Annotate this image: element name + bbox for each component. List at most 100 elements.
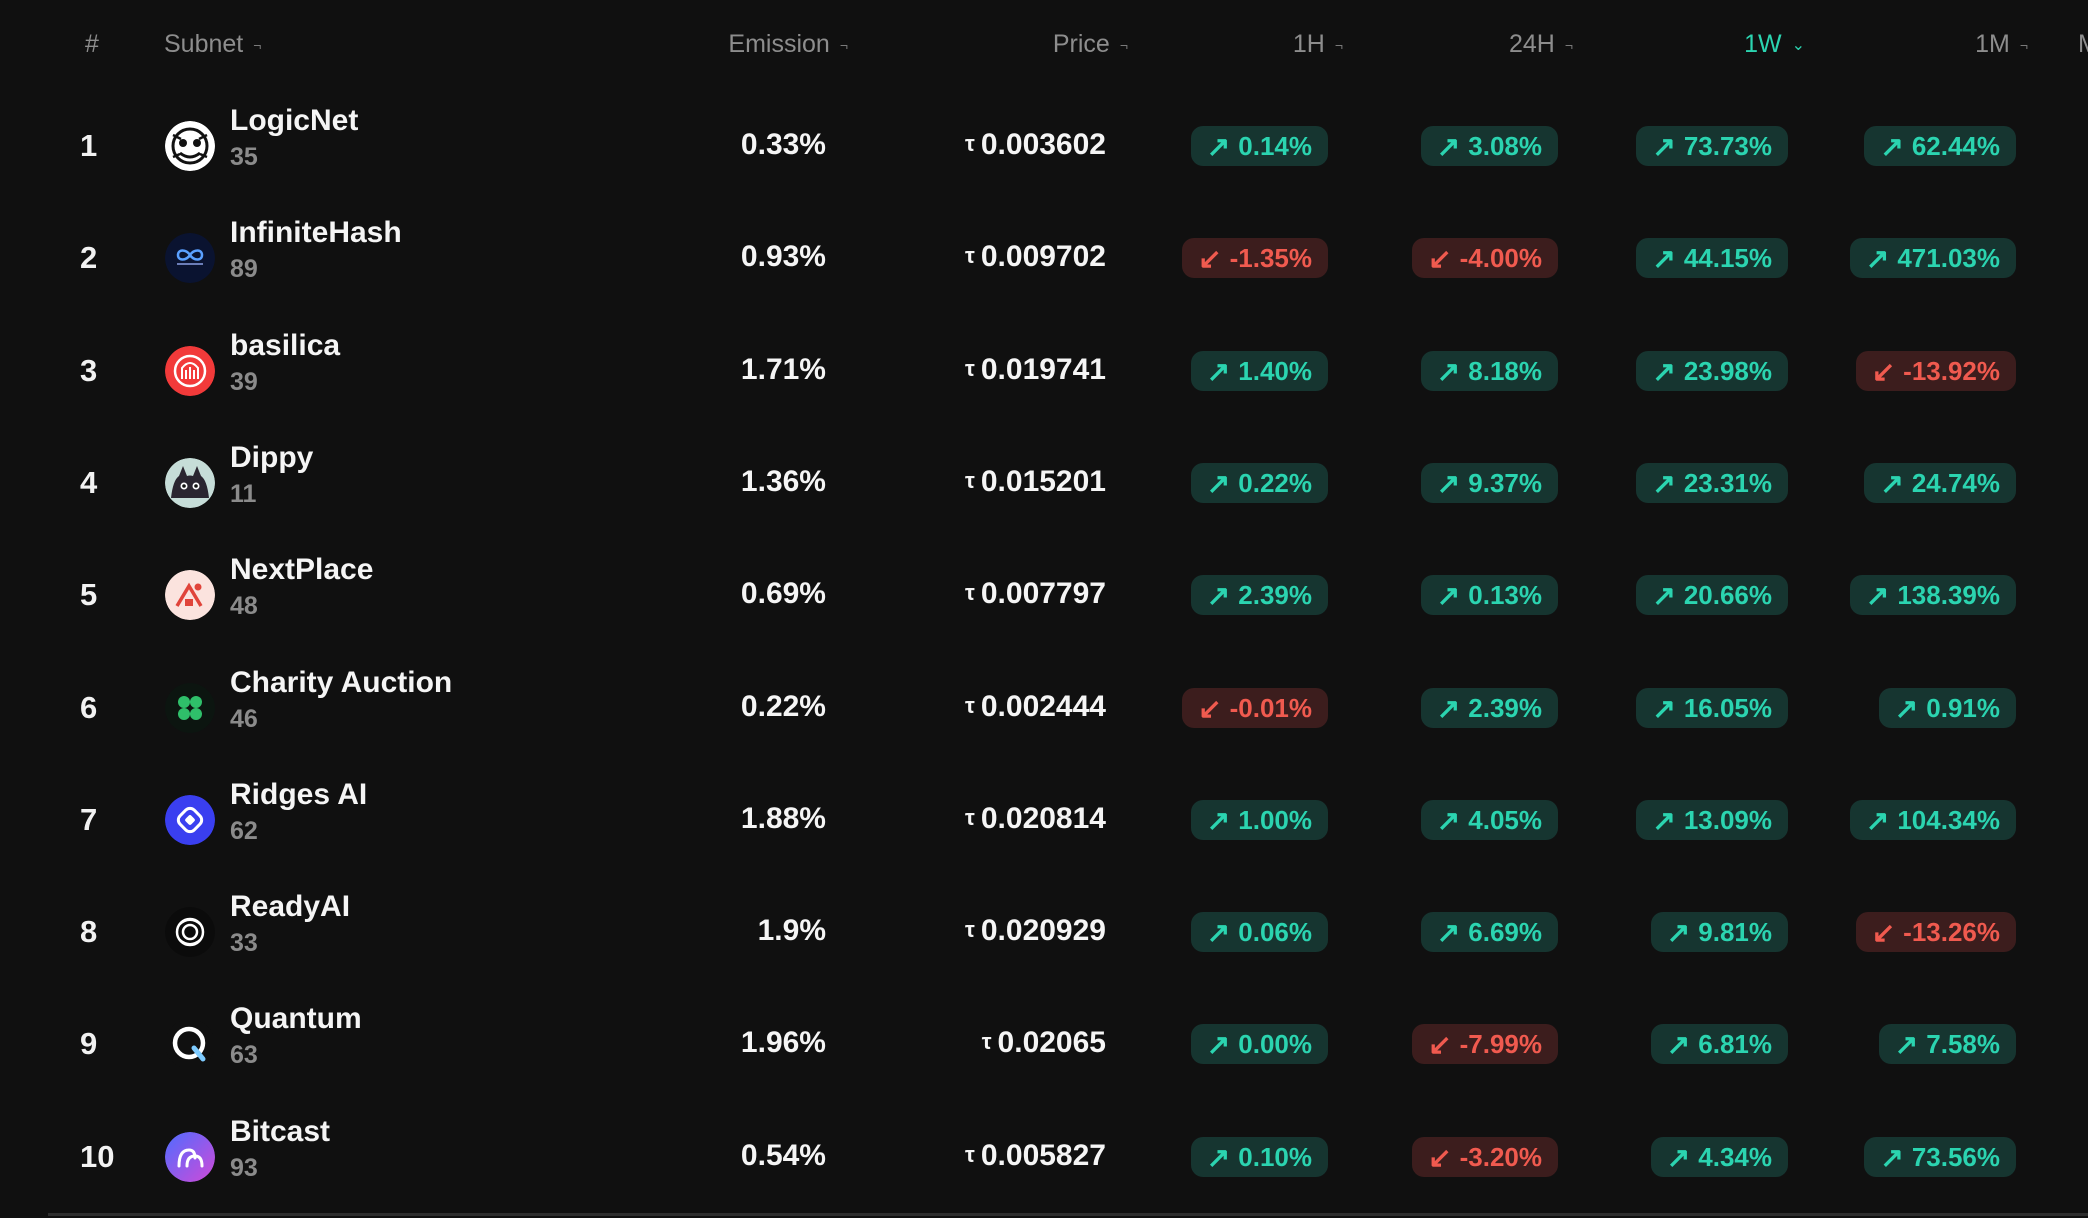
- arrow-down-left-icon: ↙: [1428, 1141, 1452, 1173]
- change-badge-h1: ↗ 2.39%: [1190, 575, 1328, 615]
- tao-symbol: τ: [965, 468, 975, 493]
- change-value: -7.99%: [1459, 1028, 1542, 1059]
- header-1m[interactable]: 1M ¬: [1975, 30, 2028, 59]
- table-row[interactable]: 3 basilica 39 1.71% τ 0.019741 ↗ 1.40% ↗ 8.1…: [0, 317, 2088, 429]
- sort-icon: ¬: [839, 36, 848, 53]
- change-badge-m1: ↗ 24.74%: [1864, 463, 2016, 503]
- arrow-up-right-icon: ↗: [1880, 467, 1904, 499]
- change-value: 4.34%: [1698, 1141, 1772, 1172]
- change-value: -4.00%: [1459, 242, 1542, 273]
- price-value: τ 0.02065: [982, 1026, 1106, 1060]
- change-value: 2.39%: [1468, 692, 1542, 723]
- header-1m-label: 1M: [1975, 30, 2010, 58]
- sort-icon: ¬: [1564, 36, 1573, 53]
- change-badge-m1: ↗ 0.91%: [1878, 688, 2016, 728]
- header-1h[interactable]: 1H ¬: [1293, 30, 1343, 59]
- row-rank: 9: [80, 1026, 98, 1061]
- price-amount: 0.020929: [980, 914, 1106, 947]
- sort-icon: ¬: [2019, 36, 2028, 53]
- table-row[interactable]: 9 Quantum 63 1.96% τ 0.02065 ↗ 0.00% ↙ -7.99…: [0, 990, 2088, 1102]
- tao-symbol: τ: [965, 805, 975, 830]
- subnet-name[interactable]: LogicNet: [230, 104, 359, 137]
- change-badge-h1: ↙ -0.01%: [1182, 688, 1328, 728]
- arrow-up-right-icon: ↗: [1865, 804, 1890, 836]
- header-price[interactable]: Price ¬: [1053, 30, 1128, 59]
- change-value: 0.13%: [1468, 579, 1542, 610]
- tao-symbol: τ: [965, 1142, 975, 1167]
- header-emission[interactable]: Emission ¬: [728, 30, 848, 59]
- subnet-logo-icon: [165, 346, 215, 396]
- change-value: 1.40%: [1238, 355, 1312, 386]
- row-rank: 3: [80, 353, 98, 388]
- change-badge-h1: ↗ 0.22%: [1190, 463, 1328, 503]
- price-amount: 0.02065: [997, 1026, 1106, 1059]
- row-rank: 8: [80, 914, 98, 949]
- subnet-name[interactable]: Ridges AI: [230, 778, 368, 811]
- arrow-down-left-icon: ↙: [1871, 916, 1896, 948]
- header-subnet[interactable]: Subnet ¬: [164, 30, 261, 59]
- arrow-up-right-icon: ↗: [1652, 130, 1676, 162]
- subnet-name[interactable]: InfiniteHash: [230, 216, 402, 249]
- change-badge-h1: ↗ 1.00%: [1190, 800, 1328, 840]
- change-value: -13.26%: [1903, 916, 2000, 947]
- table-row[interactable]: 2 InfiniteHash 89 0.93% τ 0.009702 ↙ -1.35…: [0, 204, 2088, 316]
- change-value: 24.74%: [1911, 467, 2000, 498]
- subnet-name[interactable]: ReadyAI: [230, 890, 351, 923]
- header-1w-label: 1W: [1744, 30, 1782, 58]
- price-amount: 0.020814: [980, 802, 1106, 835]
- row-rank: 2: [80, 240, 98, 275]
- table-row[interactable]: 4 Dippy 11 1.36% τ 0.015201 ↗ 0.22% ↗ 9.37% ↗…: [0, 429, 2088, 541]
- table-row[interactable]: 10 Bitcast 93 0.54% τ 0.005827 ↗ 0.10% ↙ -3.…: [0, 1103, 2088, 1215]
- sort-icon: ¬: [1119, 36, 1128, 53]
- change-value: 6.81%: [1698, 1028, 1772, 1059]
- change-badge-h24: ↗ 9.37%: [1420, 463, 1558, 503]
- subnet-name[interactable]: Quantum: [230, 1002, 362, 1035]
- table-row[interactable]: 1 LogicNet 35 0.33% τ 0.003602 ↗ 0.14% ↗ 3.0…: [0, 92, 2088, 204]
- subnet-name[interactable]: Bitcast: [230, 1115, 331, 1148]
- price-amount: 0.003602: [980, 128, 1106, 161]
- change-value: 20.66%: [1683, 579, 1772, 610]
- change-badge-w1: ↗ 16.05%: [1636, 688, 1788, 728]
- change-badge-m1: ↗ 471.03%: [1849, 238, 2016, 278]
- subnet-netuid: 89: [230, 255, 258, 283]
- change-value: 0.14%: [1238, 130, 1312, 161]
- table-row[interactable]: 7 Ridges AI 62 1.88% τ 0.020814 ↗ 1.00% ↗ 4.…: [0, 766, 2088, 878]
- emission-value: 1.71%: [740, 353, 826, 386]
- subnet-name[interactable]: basilica: [230, 329, 341, 362]
- table-row[interactable]: 5 NextPlace 48 0.69% τ 0.007797 ↗ 2.39% ↗ 0.…: [0, 541, 2088, 653]
- change-badge-h24: ↙ -4.00%: [1412, 238, 1558, 278]
- emission-value: 0.93%: [740, 240, 826, 273]
- price-value: τ 0.005827: [965, 1139, 1106, 1173]
- subnet-name[interactable]: Charity Auction: [230, 666, 453, 699]
- change-value: 16.05%: [1683, 692, 1772, 723]
- emission-value: 1.9%: [757, 914, 826, 947]
- table-row[interactable]: 6 Charity Auction 46 0.22% τ 0.002444 ↙ -0…: [0, 654, 2088, 766]
- change-badge-h1: ↗ 0.06%: [1190, 912, 1328, 952]
- emission-value: 0.33%: [740, 128, 826, 161]
- subnet-name[interactable]: Dippy: [230, 441, 314, 474]
- change-badge-m1: ↗ 62.44%: [1864, 126, 2016, 166]
- arrow-up-right-icon: ↗: [1436, 804, 1461, 836]
- change-badge-w1: ↗ 44.15%: [1636, 238, 1788, 278]
- header-cut-off: M: [2078, 30, 2088, 59]
- subnet-name[interactable]: NextPlace: [230, 553, 374, 586]
- table-row[interactable]: 8 ReadyAI 33 1.9% τ 0.020929 ↗ 0.06% ↗ 6.69%…: [0, 878, 2088, 990]
- price-amount: 0.002444: [980, 690, 1106, 723]
- header-24h-label: 24H: [1508, 30, 1555, 58]
- price-amount: 0.009702: [980, 240, 1106, 273]
- header-24h[interactable]: 24H ¬: [1509, 30, 1573, 59]
- arrow-up-right-icon: ↗: [1206, 355, 1231, 387]
- subnet-netuid: 33: [230, 929, 258, 957]
- change-value: 0.91%: [1926, 692, 2000, 723]
- price-amount: 0.007797: [980, 577, 1106, 610]
- header-1w[interactable]: 1W ⌄: [1744, 30, 1805, 59]
- change-badge-m1: ↙ -13.26%: [1855, 912, 2016, 952]
- change-badge-m1: ↗ 104.34%: [1849, 800, 2016, 840]
- change-value: 8.18%: [1468, 355, 1542, 386]
- change-value: 9.37%: [1468, 467, 1542, 498]
- subnet-netuid: 39: [230, 368, 258, 396]
- change-badge-w1: ↗ 13.09%: [1636, 800, 1788, 840]
- row-rank: 4: [80, 465, 98, 500]
- arrow-down-left-icon: ↙: [1428, 242, 1452, 274]
